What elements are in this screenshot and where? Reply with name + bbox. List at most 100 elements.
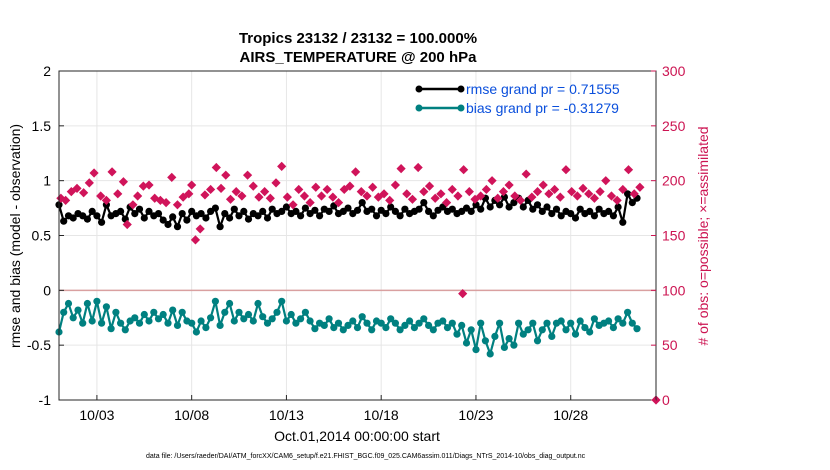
obs-possible-point <box>107 167 117 177</box>
rmse-point <box>145 207 153 215</box>
obs-possible-point <box>402 189 412 199</box>
rmse-point <box>519 203 527 211</box>
bias-point <box>382 324 390 332</box>
obs-possible-point <box>101 195 111 206</box>
bias-point <box>173 321 182 329</box>
rmse-point <box>420 199 428 207</box>
bias-point <box>567 319 575 327</box>
y-tick-label: -1 <box>39 392 52 408</box>
rmse-point <box>117 207 125 215</box>
rmse-point <box>211 204 219 212</box>
bias-point <box>448 319 456 327</box>
bias-point <box>107 325 115 333</box>
obs-possible-point <box>216 183 226 193</box>
rmse-point <box>268 205 276 213</box>
bias-point <box>420 315 428 323</box>
bias-point <box>524 326 532 334</box>
obs-possible-point <box>345 181 355 191</box>
rmse-point <box>254 212 262 220</box>
obs-possible-point <box>184 189 194 199</box>
bias-point <box>458 321 466 329</box>
bias-point <box>74 306 82 314</box>
rmse-point <box>368 205 376 213</box>
bias-point <box>581 324 589 332</box>
obs-possible-point <box>459 165 469 175</box>
rmse-point <box>221 210 229 218</box>
obs-possible-point <box>211 162 221 173</box>
bias-point <box>334 319 343 327</box>
obs-possible-point <box>567 187 577 197</box>
rmse-point <box>372 212 381 220</box>
rmse-point <box>83 215 91 223</box>
obs-possible-point <box>333 198 344 208</box>
obs-possible-point <box>242 170 253 180</box>
rmse-point <box>396 212 404 220</box>
rmse-point <box>311 206 319 214</box>
obs-possible-point <box>328 192 338 202</box>
rmse-point <box>178 210 186 218</box>
obs-possible-point <box>206 184 216 195</box>
obs-possible-point <box>248 181 258 191</box>
rmse-point <box>477 205 485 213</box>
obs-possible-point <box>589 193 600 203</box>
legend-rmse-marker-right <box>457 85 465 93</box>
legend-rmse-label: rmse grand pr = 0.71555 <box>466 81 620 97</box>
obs-possible-point <box>195 224 205 234</box>
data-file-footer: data file: /Users/raeder/DAI/ATM_forcXX/… <box>146 453 586 460</box>
rmse-point <box>425 207 433 215</box>
bias-point <box>121 326 129 334</box>
obs-possible-point <box>122 219 132 230</box>
rmse-point <box>605 207 613 215</box>
rmse-point <box>429 212 437 220</box>
bias-point <box>529 319 537 327</box>
y-tick-label: 1 <box>43 173 51 189</box>
bias-point <box>221 308 229 316</box>
rmse-point <box>586 207 594 215</box>
rmse-point <box>140 214 148 222</box>
rmse-point <box>619 218 627 226</box>
rmse-point <box>244 215 253 223</box>
bias-point <box>472 346 480 354</box>
rmse-point <box>197 210 205 218</box>
rmse-point <box>590 212 599 220</box>
obs-possible-point <box>225 194 236 204</box>
bias-point <box>192 328 200 336</box>
obs-possible-point <box>390 180 401 190</box>
x-tick-label: 10/08 <box>174 407 209 423</box>
rmse-point <box>173 223 182 231</box>
bias-point <box>462 339 471 347</box>
obs-possible-point <box>299 191 310 201</box>
bias-point <box>216 321 224 329</box>
bias-point <box>477 319 485 327</box>
obs-possible-point <box>316 191 327 201</box>
bias-point <box>330 324 338 332</box>
x-axis-label: Oct.01,2014 00:00:00 start <box>274 428 440 444</box>
bias-point <box>586 328 594 336</box>
obs-possible-point <box>128 200 138 210</box>
obs-possible-point <box>277 161 287 172</box>
rmse-point <box>240 207 248 215</box>
bias-point <box>230 317 238 325</box>
rmse-point <box>548 210 556 218</box>
right-y-ticks: 300 250 200 150 100 50 0 <box>651 63 686 408</box>
obs-possible-series <box>56 161 661 405</box>
bias-point <box>140 310 148 319</box>
y2-tick-label: 150 <box>662 228 686 244</box>
rmse-point <box>88 207 96 215</box>
obs-possible-point <box>458 289 468 299</box>
obs-possible-point <box>167 172 177 182</box>
obs-possible-point <box>481 184 491 195</box>
obs-possible-point <box>113 189 123 199</box>
rmse-point <box>496 201 504 209</box>
y2-axis-label: # of obs: o=possible; ×=assimilated <box>695 126 711 345</box>
bias-point <box>83 299 91 308</box>
bias-point <box>609 324 618 332</box>
rmse-point <box>557 212 565 220</box>
rmse-point <box>609 212 618 220</box>
rmse-point <box>263 214 272 222</box>
rmse-point <box>169 213 177 221</box>
bias-point <box>325 315 333 323</box>
bias-point <box>268 315 276 323</box>
bias-point <box>93 297 101 305</box>
obs-possible-point <box>413 162 423 173</box>
